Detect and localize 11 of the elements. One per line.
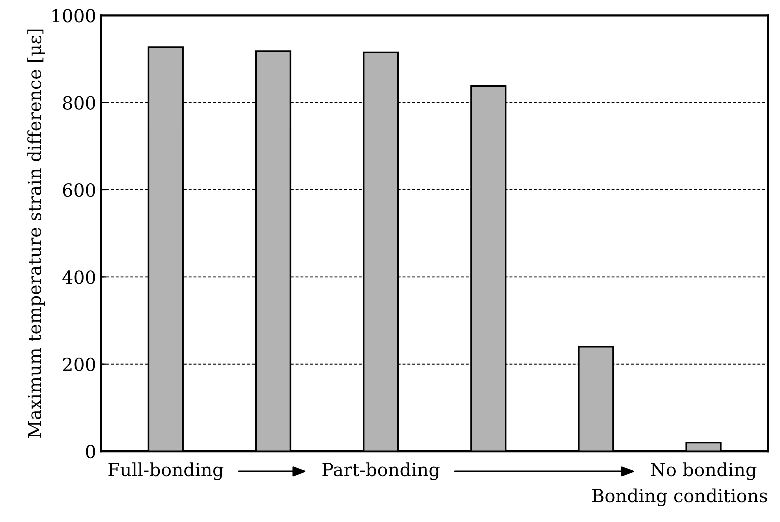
y-axis-title: Maximum temperature strain difference [με] bbox=[28, 30, 46, 438]
y-tick-label: 400 bbox=[62, 270, 96, 284]
y-tick-label: 600 bbox=[63, 183, 96, 198]
y-tick-label: 200 bbox=[63, 358, 96, 372]
y-tick-label: 0 bbox=[86, 444, 96, 459]
y-tick-label: 800 bbox=[63, 96, 96, 110]
x-tick-label: No bonding bbox=[651, 462, 757, 480]
y-tick-label: 1000 bbox=[52, 9, 96, 23]
x-axis-title: Bonding conditions bbox=[592, 488, 768, 506]
x-tick-label: Part-bonding bbox=[322, 462, 440, 480]
x-tick-label: Full-bonding bbox=[108, 462, 224, 480]
